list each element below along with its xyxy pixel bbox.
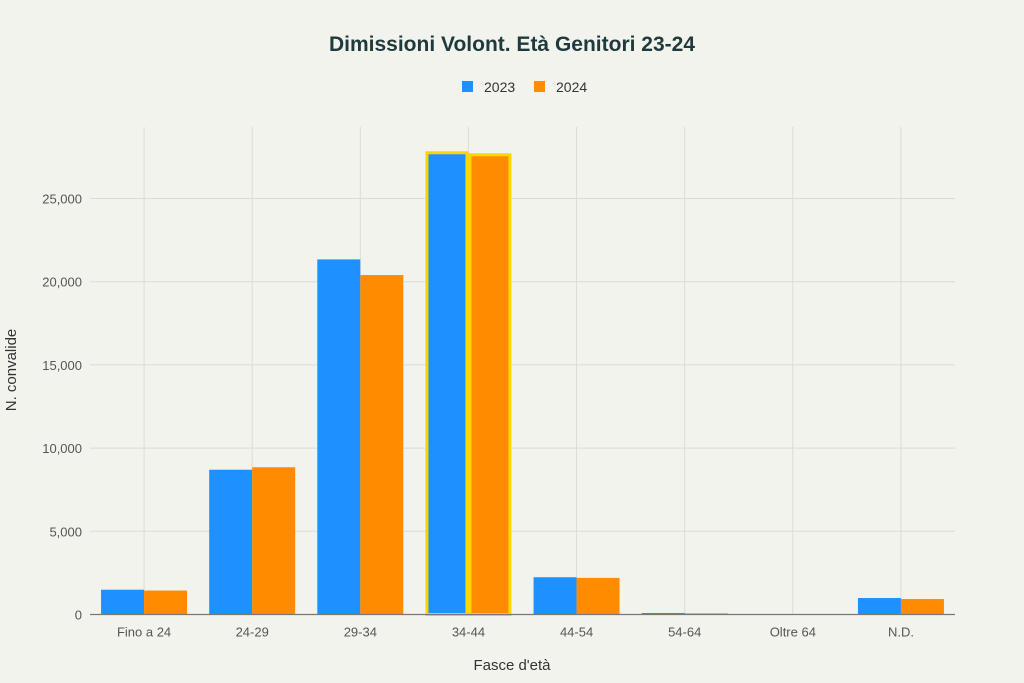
- bar-2024-fino-a-24: [144, 590, 188, 615]
- bars: [101, 151, 944, 616]
- bar-2023-34-44: [425, 151, 469, 616]
- bar-2023-44-54: [533, 577, 577, 615]
- legend-label-2024: 2024: [556, 79, 587, 95]
- bar-2023-24-29: [209, 469, 253, 615]
- legend-swatch-2023: [462, 81, 473, 92]
- x-axis-label: Fasce d'età: [473, 657, 551, 674]
- y-axis-label: N. convalide: [3, 329, 20, 412]
- bar-2023-fino-a-24: [101, 589, 145, 615]
- bar-2024-34-44: [468, 153, 512, 616]
- x-tick-label: Fino a 24: [117, 625, 171, 640]
- legend-label-2023: 2023: [484, 79, 515, 95]
- y-tick-label: 15,000: [42, 358, 82, 373]
- x-tick-label: 24-29: [236, 625, 269, 640]
- x-tick-label: N.D.: [888, 625, 914, 640]
- x-tick-label: 54-64: [668, 625, 701, 640]
- legend: 2023 2024: [462, 79, 587, 95]
- bar-2023-54-64: [641, 613, 685, 615]
- x-tick-label: 34-44: [452, 625, 485, 640]
- bar-2023-29-34: [317, 259, 361, 615]
- y-tick-label: 20,000: [42, 275, 82, 290]
- y-tick-label: 5,000: [49, 524, 82, 539]
- chart-title: Dimissioni Volont. Età Genitori 23-24: [329, 33, 695, 56]
- bar-2024-24-29: [252, 467, 296, 615]
- x-tick-label: 29-34: [344, 625, 377, 640]
- y-tick-label: 0: [75, 608, 82, 623]
- y-tick-label: 25,000: [42, 192, 82, 207]
- y-tick-label: 10,000: [42, 441, 82, 456]
- bar-2024-29-34: [360, 275, 404, 615]
- axes: 0 5,000 10,000 15,000 20,000 25,000 Fino a 24 2…: [42, 192, 955, 640]
- bar-2024-44-54: [576, 577, 620, 615]
- x-tick-label: 44-54: [560, 625, 593, 640]
- bar-2023-n-d-: [857, 598, 901, 615]
- legend-swatch-2024: [534, 81, 545, 92]
- bar-2024-n-d-: [900, 599, 944, 615]
- x-tick-label: Oltre 64: [770, 625, 816, 640]
- grid: [90, 127, 955, 615]
